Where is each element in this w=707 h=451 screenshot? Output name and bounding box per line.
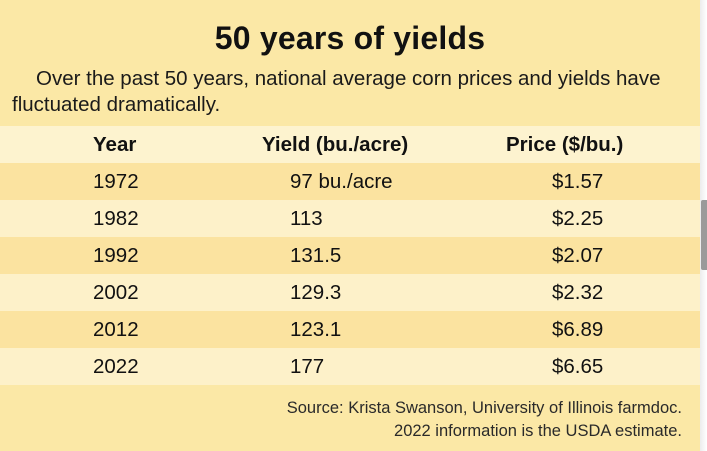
page-edge-mark	[701, 200, 707, 270]
header-price: Price ($/bu.)	[506, 133, 624, 156]
yield-cell: 131.5	[290, 244, 342, 267]
header-yield: Yield (bu./acre)	[262, 133, 409, 156]
chart-title: 50 years of yields	[214, 20, 486, 56]
year-cell: 2022	[93, 355, 139, 378]
table-header-row: Year Yield (bu./acre) Price ($/bu.)	[0, 126, 700, 163]
table-row: 1982 113 $2.25	[0, 200, 700, 237]
price-cell: $6.89	[552, 318, 604, 341]
source-note: Source: Krista Swanson, University of Il…	[287, 397, 682, 443]
year-cell: 1982	[93, 207, 139, 230]
year-cell: 2012	[93, 318, 139, 341]
year-cell: 1992	[93, 244, 139, 267]
yield-cell: 129.3	[290, 281, 342, 304]
price-cell: $6.65	[552, 355, 604, 378]
estimate-note: 2022 information is the USDA estimate.	[394, 422, 682, 440]
year-cell: 2002	[93, 281, 139, 304]
table-row: 1992 131.5 $2.07	[0, 237, 700, 274]
table-row: 1972 97 bu./acre $1.57	[0, 163, 700, 200]
table-row: 2002 129.3 $2.32	[0, 274, 700, 311]
yield-cell: 97 bu./acre	[290, 170, 393, 193]
table-body: 1972 97 bu./acre $1.57 1982 113 $2.25 1992 131.…	[0, 163, 700, 385]
price-cell: $2.25	[552, 207, 604, 230]
yield-cell: 123.1	[290, 318, 342, 341]
source-line: Source: Krista Swanson, University of Il…	[286, 399, 682, 417]
price-cell: $1.57	[552, 170, 604, 193]
price-cell: $2.07	[552, 244, 604, 267]
yields-table: Year Yield (bu./acre) Price ($/bu.) 1972…	[0, 126, 700, 385]
chart-subtitle: Over the past 50 years, national average…	[12, 67, 661, 116]
yield-cell: 113	[290, 207, 323, 230]
price-cell: $2.32	[552, 281, 604, 304]
yield-cell: 177	[290, 355, 325, 378]
table-row: 2022 177 $6.65	[0, 348, 700, 385]
year-cell: 1972	[93, 170, 139, 193]
table-row: 2012 123.1 $6.89	[0, 311, 700, 348]
header-year: Year	[93, 133, 137, 156]
